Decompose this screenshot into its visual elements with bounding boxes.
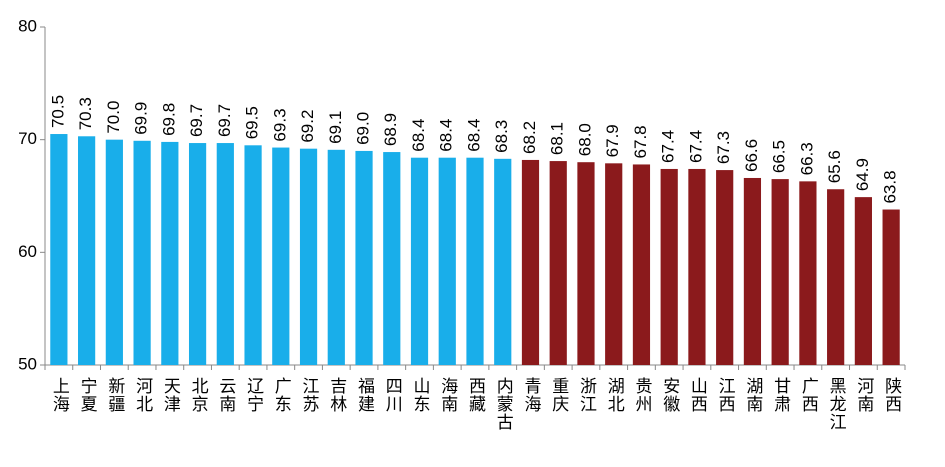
value-label: 65.6 <box>825 150 844 183</box>
value-label: 66.3 <box>797 142 816 175</box>
x-tick-label: 云南 <box>215 377 236 413</box>
x-tick-label: 北京 <box>188 377 209 413</box>
x-tick-label: 江西 <box>715 377 736 413</box>
bar <box>771 179 789 365</box>
value-label: 69.2 <box>298 110 317 143</box>
value-label: 68.9 <box>381 113 400 146</box>
x-tick-label: 湖南 <box>742 377 763 413</box>
x-tick-label: 甘肃 <box>770 377 791 413</box>
value-label: 70.5 <box>48 95 67 128</box>
y-tick-label: 70 <box>18 129 37 148</box>
y-tick-label: 80 <box>18 16 37 35</box>
value-label: 68.0 <box>575 123 594 156</box>
value-label: 63.8 <box>881 170 900 203</box>
value-label: 69.9 <box>132 102 151 135</box>
bar <box>716 170 734 365</box>
bar <box>605 163 623 365</box>
bar <box>272 147 290 365</box>
value-label: 68.3 <box>492 120 511 153</box>
bar <box>549 161 567 365</box>
x-tick-label: 陕西 <box>881 377 901 413</box>
x-tick-label: 辽宁 <box>243 377 264 413</box>
y-tick-label: 60 <box>18 242 37 261</box>
bar <box>660 168 678 365</box>
value-label: 68.4 <box>409 119 428 152</box>
bar <box>882 209 900 365</box>
x-tick-label: 天津 <box>160 377 181 413</box>
value-label: 69.7 <box>187 104 206 137</box>
x-tick-label: 青海 <box>520 377 541 413</box>
bar <box>299 148 318 365</box>
value-label: 70.0 <box>104 101 123 134</box>
bar <box>466 157 484 365</box>
x-tick-label: 西藏 <box>465 377 486 413</box>
bar <box>438 157 456 365</box>
bar <box>188 143 207 365</box>
x-tick-label: 江苏 <box>299 377 320 413</box>
value-label: 68.2 <box>520 121 539 154</box>
bar <box>410 157 429 365</box>
value-label: 66.6 <box>742 139 761 172</box>
bar <box>854 197 872 365</box>
bar <box>133 140 151 365</box>
bar <box>244 145 262 365</box>
x-tick-label: 广西 <box>798 377 819 413</box>
value-label: 67.8 <box>631 125 650 158</box>
value-label: 69.1 <box>326 111 345 144</box>
value-label: 66.5 <box>770 140 789 173</box>
value-label: 67.3 <box>714 131 733 164</box>
x-tick-label: 海南 <box>437 377 458 413</box>
value-label: 68.1 <box>548 122 567 155</box>
x-tick-label: 山东 <box>410 377 430 413</box>
bar <box>383 152 401 365</box>
bar <box>688 168 706 365</box>
bar <box>577 162 595 365</box>
value-label: 69.0 <box>354 112 373 145</box>
x-tick-label: 广东 <box>271 377 292 413</box>
value-label: 67.4 <box>686 130 705 163</box>
bar <box>78 136 96 365</box>
x-tick-label: 贵州 <box>631 377 652 413</box>
x-tick-label: 浙江 <box>576 377 597 413</box>
bar <box>216 143 234 365</box>
x-tick-label: 重庆 <box>548 377 569 413</box>
value-label: 70.3 <box>76 97 95 130</box>
x-tick-label: 宁夏 <box>77 377 98 413</box>
bar <box>799 181 817 365</box>
bar <box>50 134 68 365</box>
value-label: 67.9 <box>603 124 622 157</box>
bar <box>105 139 123 365</box>
bar <box>161 141 179 365</box>
bar <box>632 164 651 365</box>
bar <box>494 158 512 365</box>
value-label: 68.4 <box>464 119 483 152</box>
value-label: 69.5 <box>243 106 262 139</box>
x-tick-label: 黑龙江 <box>826 377 847 431</box>
x-tick-label: 福建 <box>354 377 375 413</box>
value-label: 69.3 <box>270 108 289 141</box>
x-tick-label: 河南 <box>853 377 874 413</box>
x-tick-label: 上海 <box>49 377 70 413</box>
x-tick-label: 河北 <box>132 377 153 413</box>
bar <box>521 159 540 365</box>
x-tick-label: 内蒙古 <box>493 377 514 431</box>
value-label: 67.4 <box>659 130 678 163</box>
bar <box>327 149 345 365</box>
x-tick-label: 山西 <box>687 377 707 413</box>
bar <box>743 177 762 365</box>
value-label: 68.4 <box>437 119 456 152</box>
x-tick-label: 湖北 <box>604 377 625 413</box>
bar <box>827 189 845 365</box>
value-label: 69.7 <box>215 104 234 137</box>
x-tick-label: 新疆 <box>104 377 125 413</box>
bar <box>355 150 373 365</box>
value-label: 64.9 <box>853 158 872 191</box>
x-tick-label: 吉林 <box>326 377 347 413</box>
x-tick-label: 四川 <box>382 377 403 413</box>
value-label: 69.8 <box>159 103 178 136</box>
y-tick-label: 50 <box>18 354 37 373</box>
x-tick-label: 安徽 <box>659 377 680 413</box>
